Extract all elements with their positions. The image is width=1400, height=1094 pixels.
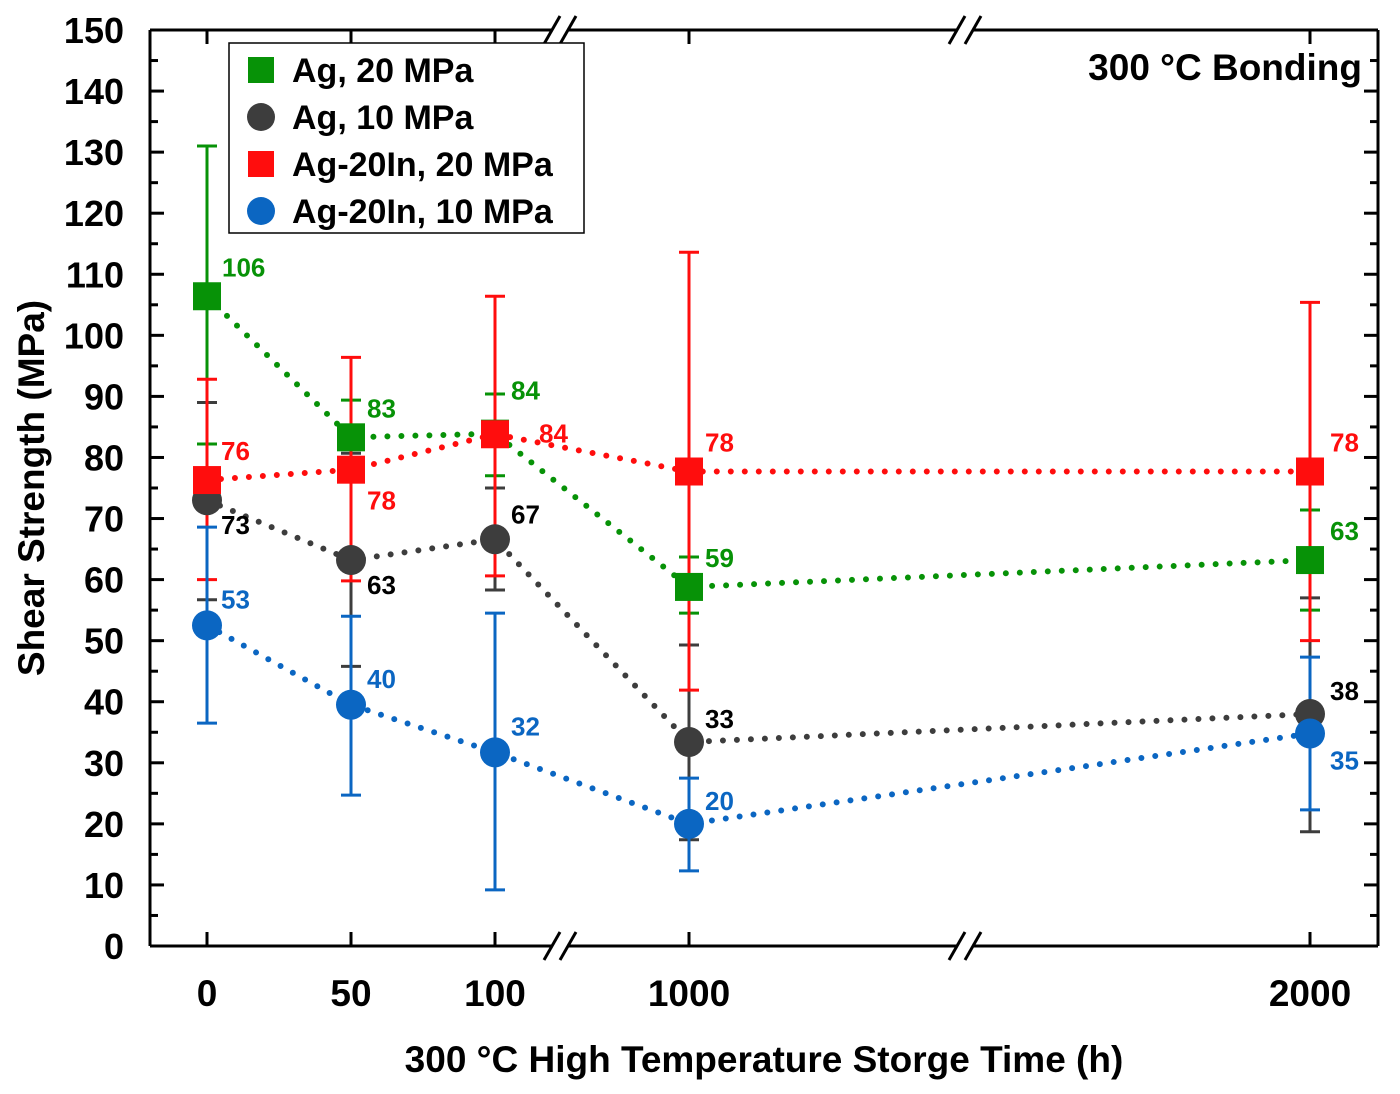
y-tick-label: 20 bbox=[84, 804, 124, 845]
legend-marker-square bbox=[248, 151, 274, 177]
y-tick-label: 70 bbox=[84, 499, 124, 540]
y-tick-label: 40 bbox=[84, 682, 124, 723]
y-tick-label: 100 bbox=[64, 315, 124, 356]
data-label: 83 bbox=[367, 393, 396, 423]
data-label: 78 bbox=[705, 428, 734, 458]
series-line-0 bbox=[204, 293, 1313, 590]
x-tick-label: 100 bbox=[464, 973, 526, 1014]
y-tick-label: 130 bbox=[64, 132, 124, 173]
data-point-square bbox=[193, 282, 221, 311]
series-line-2 bbox=[204, 431, 1313, 484]
y-tick-label: 150 bbox=[64, 10, 124, 51]
y-tick-label: 0 bbox=[104, 926, 124, 967]
data-label: 53 bbox=[221, 584, 250, 614]
data-label: 67 bbox=[511, 499, 540, 529]
y-tick-label: 60 bbox=[84, 560, 124, 601]
axis-break-mark bbox=[963, 931, 983, 961]
y-tick-label: 30 bbox=[84, 743, 124, 784]
y-tick-label: 50 bbox=[84, 621, 124, 662]
annotation-bonding: 300 °C Bonding bbox=[1088, 47, 1362, 88]
y-tick-label: 80 bbox=[84, 437, 124, 478]
axes: 0 10 20 30 40 50 60 70 80 90 100 110 120 130 140 150 0 50… bbox=[64, 10, 1380, 1014]
data-label: 35 bbox=[1330, 745, 1359, 775]
data-point-square bbox=[481, 420, 509, 449]
data-label: 59 bbox=[705, 543, 734, 573]
data-point-square bbox=[1296, 546, 1324, 575]
data-point-circle bbox=[480, 524, 510, 555]
axis-break-mark bbox=[542, 15, 562, 45]
axis-break-mark bbox=[947, 931, 967, 961]
data-marks: 106 83 84 59 63 73 63 67 33 38 76 78 84 78 78 53 40 32 20 3… bbox=[192, 144, 1359, 892]
axis-break-mark bbox=[542, 931, 562, 961]
legend-label: Ag-20In, 20 MPa bbox=[292, 146, 554, 184]
data-point-square bbox=[337, 423, 365, 452]
legend-marker-circle bbox=[247, 197, 275, 225]
legend-label: Ag, 20 MPa bbox=[292, 52, 474, 90]
data-point-square bbox=[675, 457, 703, 486]
data-label: 63 bbox=[1330, 516, 1359, 546]
x-tick-label: 50 bbox=[330, 973, 371, 1014]
series-line-3 bbox=[204, 622, 1313, 827]
series-line-1 bbox=[204, 497, 1313, 746]
data-point-circle bbox=[480, 737, 510, 768]
axis-break-mark bbox=[947, 15, 967, 45]
data-point-square bbox=[1296, 457, 1324, 486]
legend-box bbox=[228, 42, 585, 234]
x-tick-label: 1000 bbox=[648, 973, 730, 1014]
data-label: 33 bbox=[705, 704, 734, 734]
legend-label: Ag-20In, 10 MPa bbox=[292, 193, 554, 231]
data-point-square bbox=[337, 455, 365, 484]
axis-break-mark bbox=[963, 15, 983, 45]
data-label: 73 bbox=[221, 510, 250, 540]
y-tick-label: 90 bbox=[84, 376, 124, 417]
legend-marker-square bbox=[248, 57, 274, 83]
y-tick-label: 120 bbox=[64, 193, 124, 234]
data-label: 78 bbox=[1330, 428, 1359, 458]
legend: Ag, 20 MPa Ag, 10 MPa Ag-20In, 20 MPa Ag-20… bbox=[228, 42, 585, 234]
data-label: 20 bbox=[705, 786, 734, 816]
data-label: 63 bbox=[367, 570, 396, 600]
data-point-circle bbox=[674, 727, 704, 758]
data-point-square bbox=[193, 466, 221, 495]
data-label: 106 bbox=[222, 252, 265, 282]
data-label: 76 bbox=[221, 436, 250, 466]
data-label: 40 bbox=[367, 664, 396, 694]
data-point-square bbox=[675, 572, 703, 601]
data-point-circle bbox=[336, 689, 366, 720]
x-axis-label: 300 °C High Temperature Storge Time (h) bbox=[405, 1039, 1124, 1080]
x-tick-label: 0 bbox=[197, 973, 218, 1014]
data-label: 38 bbox=[1330, 676, 1359, 706]
axis-break-mark bbox=[558, 15, 578, 45]
legend-marker-circle bbox=[247, 103, 275, 131]
axis-break-mark bbox=[558, 931, 578, 961]
y-axis-label: Shear Strength (MPa) bbox=[11, 300, 52, 676]
legend-label: Ag, 10 MPa bbox=[292, 99, 474, 137]
data-point-circle bbox=[336, 545, 366, 576]
data-point-circle bbox=[192, 610, 222, 641]
data-label: 84 bbox=[511, 376, 540, 406]
x-tick-label: 2000 bbox=[1269, 973, 1351, 1014]
data-label: 84 bbox=[539, 418, 568, 448]
data-label: 78 bbox=[367, 486, 396, 516]
y-tick-label: 140 bbox=[64, 71, 124, 112]
data-point-circle bbox=[1295, 718, 1325, 749]
data-point-circle bbox=[674, 808, 704, 839]
y-tick-label: 110 bbox=[66, 254, 124, 295]
data-label: 32 bbox=[511, 711, 540, 741]
y-tick-label: 10 bbox=[84, 865, 124, 906]
